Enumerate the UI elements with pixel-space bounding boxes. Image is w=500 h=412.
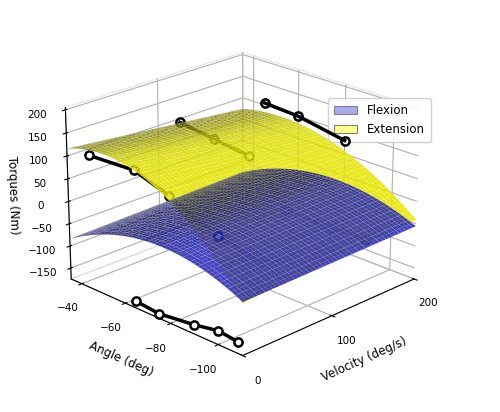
- Y-axis label: Angle (deg): Angle (deg): [88, 339, 156, 379]
- Legend: Flexion, Extension: Flexion, Extension: [328, 98, 431, 142]
- X-axis label: Velocity (deg/s): Velocity (deg/s): [320, 335, 408, 384]
